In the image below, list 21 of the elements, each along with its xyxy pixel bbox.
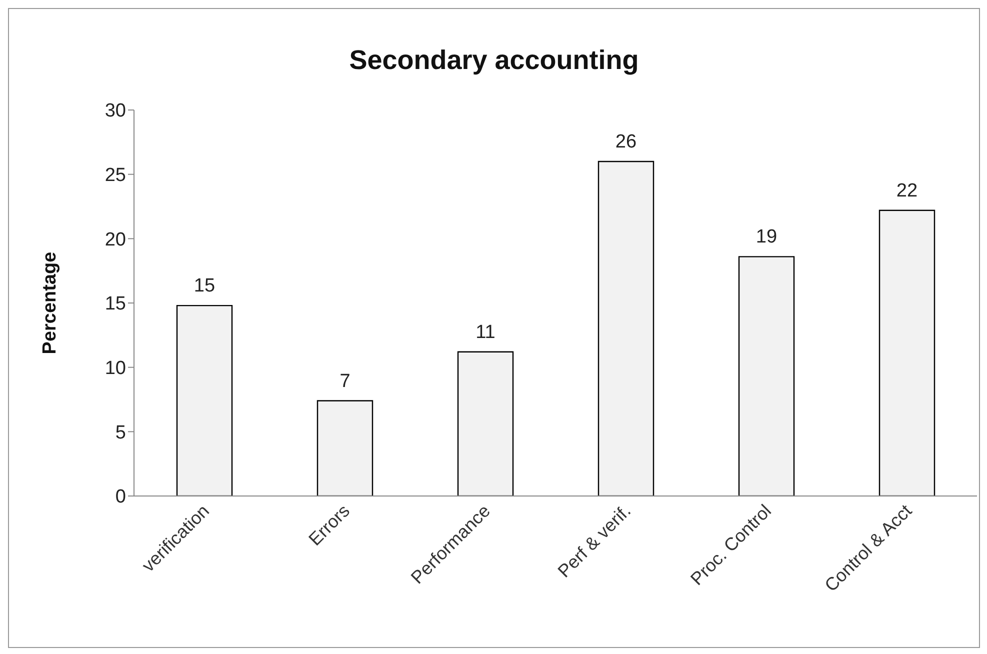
data-label: 11 [476,322,496,343]
data-label: 15 [194,276,216,297]
bar [738,256,795,496]
data-label: 22 [896,180,918,202]
y-axis-title: Percentage [40,252,61,354]
y-tick-label: 10 [104,358,126,380]
bar [316,400,374,496]
y-tick-label: 30 [104,100,126,122]
data-label: 26 [615,131,637,152]
bar [176,304,233,496]
y-tick-label: 25 [104,165,126,186]
chart-title: Secondary accounting [348,45,640,76]
data-label: 7 [340,370,350,392]
bar [598,160,654,496]
data-label: 19 [756,226,778,248]
y-tick-label: 20 [104,229,126,250]
y-tick-label: 5 [115,422,126,444]
y-tick-label: 15 [104,294,126,315]
bar [457,351,514,496]
bar [878,210,936,496]
y-tick-label: 0 [115,486,126,508]
